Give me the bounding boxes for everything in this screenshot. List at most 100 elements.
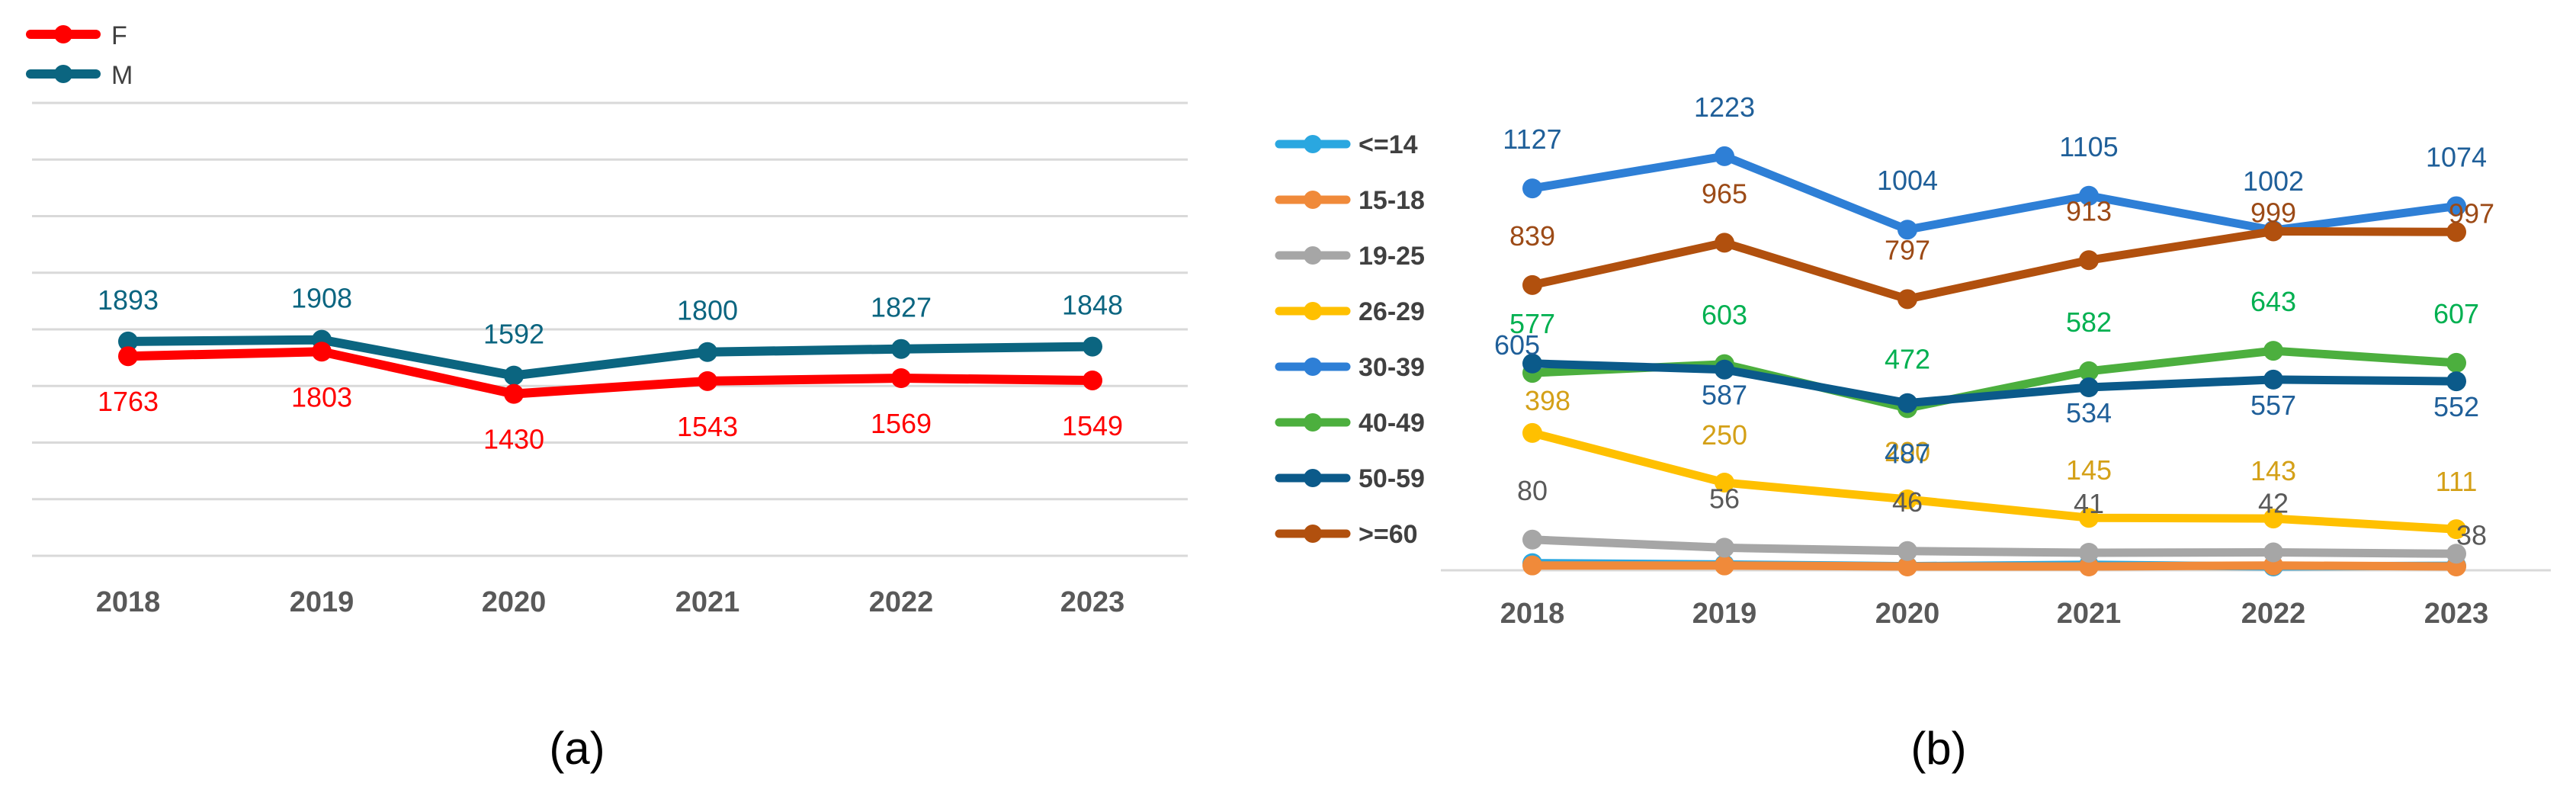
data-label-40-49: 643 xyxy=(2250,286,2296,317)
series-line-m xyxy=(124,335,1097,380)
data-label-26-29: 111 xyxy=(2436,466,2478,497)
data-point-f xyxy=(504,383,524,404)
data-label-f: 1430 xyxy=(483,424,544,455)
series-line-50-59 xyxy=(1528,359,2461,408)
data-point-40-49 xyxy=(2446,352,2466,373)
legend-label-50-59: 50-59 xyxy=(1359,464,1425,493)
legend-label-30-39: 30-39 xyxy=(1359,353,1425,382)
data-label-ge60: 965 xyxy=(1702,178,1747,209)
data-point-15-18 xyxy=(1522,555,1542,576)
data-point-50-59 xyxy=(2263,369,2283,390)
legend-marker-50-59 xyxy=(1304,469,1322,487)
data-label-m: 1800 xyxy=(677,295,738,326)
legend-label-40-49: 40-49 xyxy=(1359,409,1425,438)
legend-label-f: F xyxy=(111,21,127,50)
data-point-50-59 xyxy=(2446,371,2466,392)
x-tick-label: 2022 xyxy=(2241,598,2306,630)
series-line-30-39 xyxy=(1528,152,2461,235)
data-point-30-39 xyxy=(2446,196,2466,217)
data-label-f: 1569 xyxy=(871,408,932,439)
data-point-26-29 xyxy=(2446,519,2466,540)
data-point-f xyxy=(1083,370,1102,390)
x-tick-label: 2018 xyxy=(96,586,161,618)
data-point-19-25 xyxy=(2079,542,2099,563)
data-label-50-59: 587 xyxy=(1702,380,1747,411)
data-point-m xyxy=(891,339,911,359)
data-point-26-29 xyxy=(2263,509,2283,529)
legend-marker-m xyxy=(54,65,72,83)
data-point-f xyxy=(698,371,717,391)
data-label-m: 1908 xyxy=(291,283,352,314)
data-label-19-25: 80 xyxy=(1517,475,1548,506)
data-point-19-25 xyxy=(1715,537,1734,558)
data-point-26-29 xyxy=(2079,508,2099,528)
data-point-30-39 xyxy=(1522,178,1542,199)
series-line-26-29 xyxy=(1528,428,2461,534)
data-label-m: 1827 xyxy=(871,292,932,323)
data-label-50-59: 534 xyxy=(2066,397,2112,428)
legend-marker-26-29 xyxy=(1304,302,1322,320)
x-tick-label: 2020 xyxy=(1875,598,1940,630)
data-label-ge60: 797 xyxy=(1885,234,1930,265)
x-tick-label: 2022 xyxy=(869,586,934,618)
data-point-30-39 xyxy=(1898,220,1917,240)
data-point-15-18 xyxy=(1898,557,1917,576)
data-label-30-39: 1105 xyxy=(2059,131,2118,162)
data-label-19-25: 46 xyxy=(1892,486,1923,518)
x-tick-label: 2019 xyxy=(290,586,354,618)
data-label-ge60: 839 xyxy=(1509,220,1555,252)
data-point-m xyxy=(1083,336,1102,357)
data-label-30-39: 1223 xyxy=(1694,91,1755,123)
data-point-40-49 xyxy=(2079,361,2099,381)
legend-marker-15-18 xyxy=(1304,191,1322,209)
panel-b-caption: (b) xyxy=(1910,723,1966,774)
data-point-50-59 xyxy=(1522,353,1542,374)
series-line-f xyxy=(124,347,1097,399)
data-point-ge60 xyxy=(2446,222,2466,242)
data-point-ge60 xyxy=(2263,221,2283,242)
legend-label-le14: <=14 xyxy=(1359,130,1418,159)
data-point-30-39 xyxy=(1715,146,1734,166)
data-point-26-29 xyxy=(1898,489,1917,509)
data-label-26-29: 143 xyxy=(2250,455,2296,486)
data-label-26-29: 398 xyxy=(1525,385,1570,416)
legend-label-m: M xyxy=(111,61,133,90)
data-point-26-29 xyxy=(1522,422,1542,443)
x-tick-label: 2023 xyxy=(1060,586,1125,618)
data-label-40-49: 603 xyxy=(1702,300,1747,331)
legend-label-15-18: 15-18 xyxy=(1359,186,1425,215)
data-point-m xyxy=(698,342,717,362)
data-label-50-59: 605 xyxy=(1494,329,1540,361)
legend-label-19-25: 19-25 xyxy=(1359,242,1425,271)
data-label-30-39: 1002 xyxy=(2243,165,2304,197)
data-label-19-25: 41 xyxy=(2074,488,2104,519)
data-label-26-29: 250 xyxy=(1702,419,1747,451)
series-line-19-25 xyxy=(1528,535,2461,558)
data-point-19-25 xyxy=(2263,542,2283,563)
legend-marker-le14 xyxy=(1304,135,1322,153)
data-point-ge60 xyxy=(1898,289,1917,310)
data-label-f: 1763 xyxy=(98,386,159,417)
x-tick-label: 2019 xyxy=(1692,598,1757,630)
data-label-f: 1549 xyxy=(1062,410,1123,441)
x-tick-label: 2021 xyxy=(675,586,740,618)
data-point-m xyxy=(504,365,524,386)
data-point-26-29 xyxy=(1715,473,1734,493)
data-label-ge60: 999 xyxy=(2250,197,2296,228)
x-tick-label: 2021 xyxy=(2057,598,2122,630)
data-point-50-59 xyxy=(2079,377,2099,398)
data-label-50-59: 557 xyxy=(2250,390,2296,421)
data-label-40-49: 472 xyxy=(1885,343,1930,374)
x-tick-label: 2020 xyxy=(482,586,547,618)
panel-a-caption: (a) xyxy=(549,723,605,774)
data-point-f xyxy=(891,368,911,389)
data-label-ge60: 913 xyxy=(2066,195,2112,226)
panel-a: 2018 2019 2020 2021 2022 2023 FM 1763 1803 1430 15… xyxy=(26,21,1188,618)
data-label-m: 1592 xyxy=(483,319,544,350)
data-point-ge60 xyxy=(2079,250,2099,271)
data-label-19-25: 56 xyxy=(1709,483,1740,514)
legend-marker-f xyxy=(54,25,72,43)
data-point-50-59 xyxy=(1898,393,1917,413)
data-label-50-59: 552 xyxy=(2433,391,2479,422)
data-point-m xyxy=(118,331,138,351)
